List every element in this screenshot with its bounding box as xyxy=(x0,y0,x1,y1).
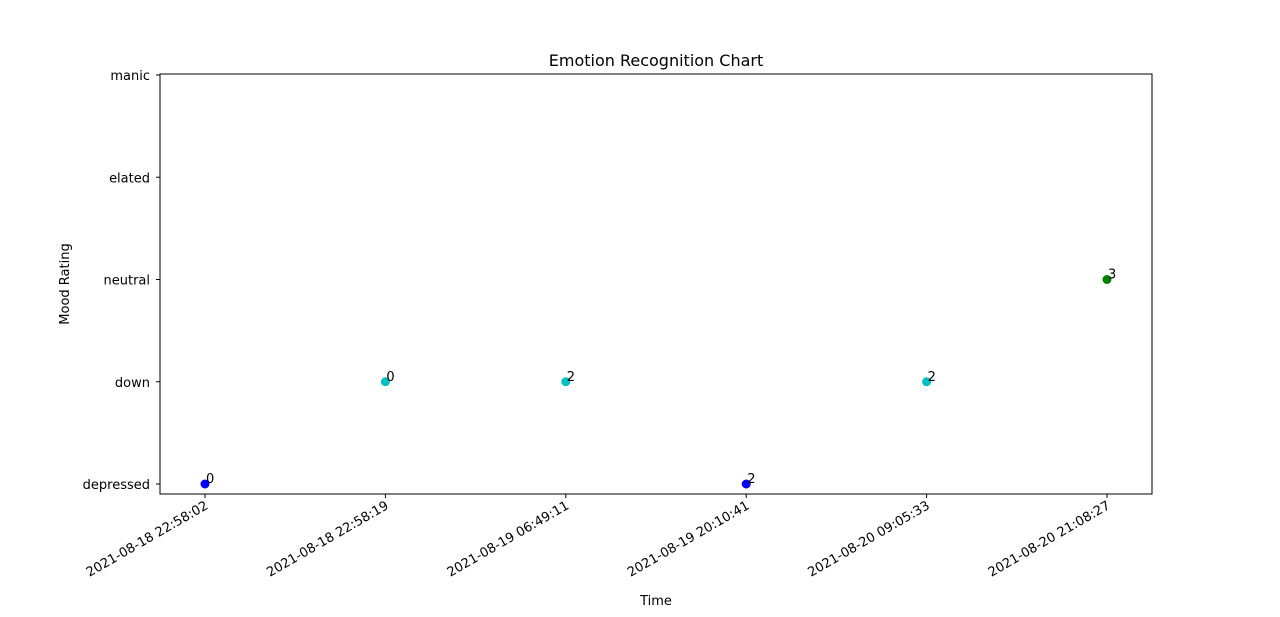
x-axis-label: Time xyxy=(639,594,672,609)
data-point-label: 0 xyxy=(206,472,214,487)
data-point-label: 0 xyxy=(386,370,394,385)
data-point xyxy=(380,377,390,387)
data-point-label: 2 xyxy=(747,472,755,487)
data-point-label: 3 xyxy=(1108,268,1116,283)
plot-area-frame xyxy=(159,73,1153,495)
y-tick-label: manic xyxy=(110,69,150,84)
y-axis: depressed down neutral elated manic xyxy=(83,69,160,493)
data-point-label: 2 xyxy=(928,370,936,385)
y-tick-label: elated xyxy=(109,171,150,186)
data-point-label: 2 xyxy=(567,370,575,385)
y-tick-label: down xyxy=(115,376,150,391)
y-tick-label: depressed xyxy=(83,478,150,493)
data-points: 0 0 2 2 2 3 xyxy=(200,268,1116,489)
data-point xyxy=(1102,275,1112,284)
chart-title: Emotion Recognition Chart xyxy=(549,51,764,70)
data-point xyxy=(741,479,751,489)
y-tick-label: neutral xyxy=(104,274,151,289)
data-point xyxy=(561,377,571,387)
data-point xyxy=(200,479,210,489)
y-axis-label: Mood Rating xyxy=(58,243,73,324)
data-point xyxy=(922,377,932,387)
